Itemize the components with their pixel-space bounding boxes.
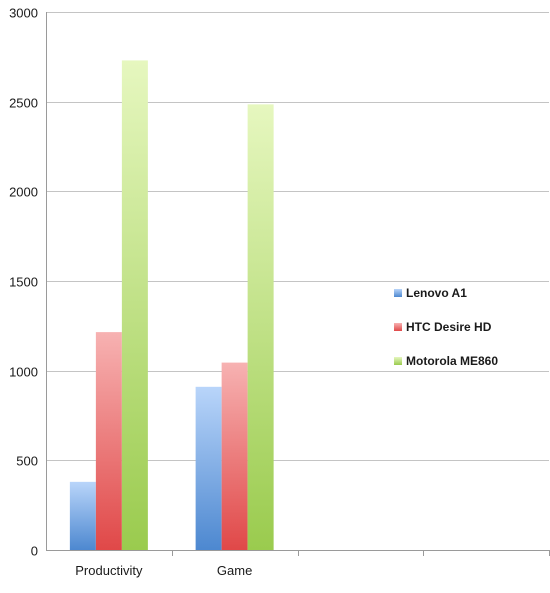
bar-lenovo-a1-game	[195, 386, 222, 550]
legend-swatch	[394, 323, 402, 331]
legend-swatch	[394, 289, 402, 297]
bar-motorola-me860-game	[247, 104, 274, 551]
y-tick-label: 1500	[9, 275, 38, 290]
y-tick-label: 500	[16, 454, 38, 469]
y-tick-label: 3000	[9, 6, 38, 21]
axes: 0 500 1000 1500 2000 2500 3000 Productivity Game	[9, 6, 550, 578]
y-tick-label: 2500	[9, 96, 38, 111]
bars	[69, 60, 274, 551]
y-tick-label: 0	[31, 544, 38, 559]
legend: Lenovo A1 HTC Desire HD Motorola ME860	[394, 286, 498, 368]
legend-swatch	[394, 357, 402, 365]
y-tick-label: 1000	[9, 365, 38, 380]
x-category-label: Productivity	[75, 563, 143, 578]
legend-label: Lenovo A1	[406, 286, 467, 300]
bar-lenovo-a1-productivity	[69, 481, 96, 550]
bar-htc-desire-hd-productivity	[95, 332, 122, 550]
bar-htc-desire-hd-game	[221, 362, 248, 550]
legend-label: Motorola ME860	[406, 354, 498, 368]
x-category-label: Game	[217, 563, 252, 578]
legend-label: HTC Desire HD	[406, 320, 492, 334]
y-tick-label: 2000	[9, 185, 38, 200]
bar-motorola-me860-productivity	[121, 60, 148, 551]
